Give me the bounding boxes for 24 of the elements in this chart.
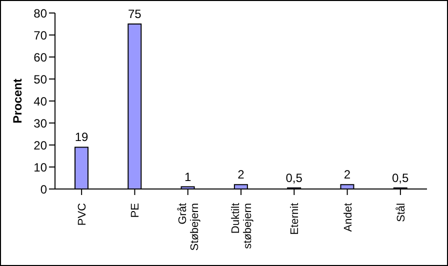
data-label: 0,5 [286,170,303,185]
y-tick-label: 10 [34,160,48,174]
y-tick-label: 30 [34,116,48,130]
x-tick-label: Andet [342,203,354,232]
y-tick-label: 80 [34,6,48,20]
data-label: 75 [128,7,142,21]
x-tick-label: Stål [395,203,408,222]
y-tick-label: 50 [34,72,48,86]
y-tick-label: 70 [34,28,48,42]
y-tick-label: 0 [40,182,48,196]
y-tick-label: 40 [34,94,48,108]
x-tick-label: Duktilt støbejern [230,203,254,249]
x-tick-label: Gråt Støbejern [176,203,201,251]
y-axis-title: Procent [10,78,24,124]
data-label: 2 [344,168,351,182]
y-tick-label: 60 [34,50,48,64]
x-tick-label: PVC [76,202,89,226]
data-label: 1 [184,170,192,184]
x-tick-label: Eternit [289,203,302,235]
x-tick-label: PE [130,203,142,218]
data-label: 0,5 [392,170,410,185]
y-tick-label: 20 [34,138,48,152]
data-label: 2 [238,168,245,182]
data-label: 19 [74,130,88,144]
